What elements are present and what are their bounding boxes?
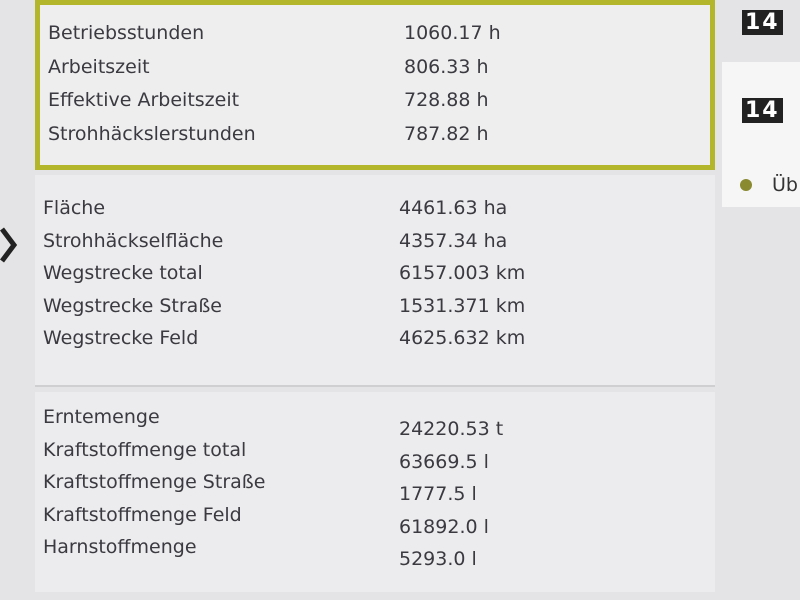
row-label: Effektive Arbeitszeit bbox=[48, 89, 240, 111]
status-dot bbox=[740, 179, 752, 191]
row-label: Strohhäckslerstunden bbox=[48, 122, 256, 145]
row-value: 24220.53 t bbox=[399, 418, 504, 440]
row-value: 787.82 h bbox=[404, 122, 489, 145]
icon: 14 bbox=[742, 10, 783, 35]
row-label: Kraftstoffmenge Feld bbox=[43, 503, 242, 526]
row-label: Wegstrecke total bbox=[43, 262, 203, 284]
row-value: 1531.371 km bbox=[399, 294, 526, 317]
row-label: Erntemenge bbox=[43, 406, 160, 428]
row-label: Fläche bbox=[43, 197, 106, 219]
row-value: 4357.34 ha bbox=[399, 229, 508, 252]
row-value: 6157.003 km bbox=[399, 262, 526, 284]
row-label: Strohhäckselfläche bbox=[43, 229, 224, 252]
row-value: 728.88 h bbox=[404, 89, 489, 111]
row-label: Harnstoffmenge bbox=[43, 536, 197, 558]
row-value: 1777.5 l bbox=[399, 483, 477, 505]
row-label: Wegstrecke Feld bbox=[43, 327, 199, 349]
row-value: 61892.0 l bbox=[399, 515, 489, 538]
section: Fläche 4461.63 ha Strohhäckselfläche 4357.3… bbox=[35, 175, 715, 387]
row-value: 1060.17 h bbox=[404, 22, 501, 44]
icon[interactable]: 14 bbox=[742, 98, 783, 123]
row-value: 63669.5 l bbox=[399, 450, 489, 473]
row-label: Arbeitszeit bbox=[48, 55, 150, 78]
row-value: 4461.63 ha bbox=[399, 197, 508, 219]
row-value: 806.33 h bbox=[404, 55, 489, 78]
nav-arrow[interactable] bbox=[0, 225, 18, 265]
side-card bbox=[722, 62, 800, 207]
row-label: Kraftstoffmenge total bbox=[43, 438, 247, 461]
section: Betriebsstunden 1060.17 h Arbeitszeit 806.3… bbox=[35, 0, 715, 170]
row-label: Wegstrecke Straße bbox=[43, 294, 222, 317]
row-value: 4625.632 km bbox=[399, 327, 526, 349]
row-value: 5293.0 l bbox=[399, 548, 477, 570]
row-label: Betriebsstunden bbox=[48, 22, 205, 44]
row-label: Kraftstoffmenge Straße bbox=[43, 471, 266, 493]
section: Erntemenge 24220.53 t Kraftstoffmenge tota… bbox=[35, 392, 715, 592]
side-item[interactable]: Üb bbox=[772, 174, 798, 196]
